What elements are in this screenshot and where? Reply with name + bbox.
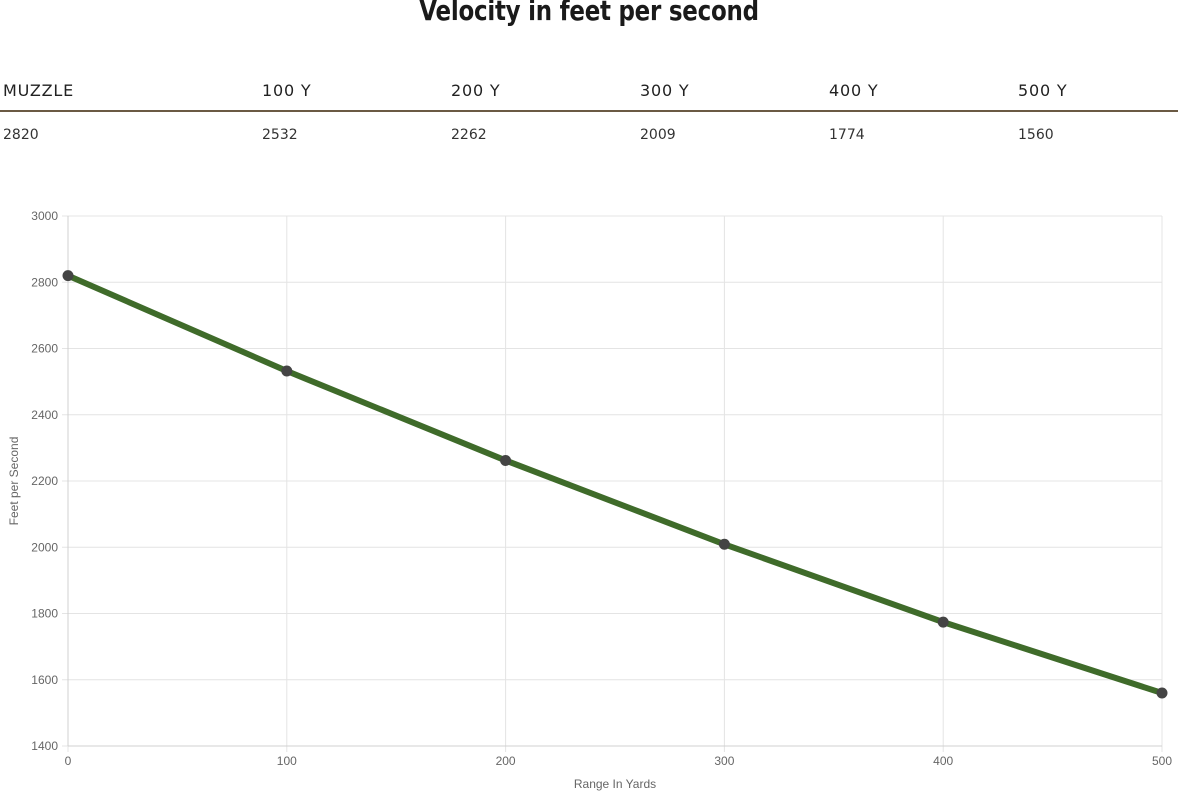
- table-cell: 2820: [3, 127, 39, 143]
- y-tick-label: 1800: [31, 607, 58, 621]
- y-tick-label: 2400: [31, 408, 58, 422]
- chart-series: [65, 272, 1165, 696]
- chart-axes: [67, 216, 1162, 747]
- y-tick-label: 2800: [31, 275, 58, 289]
- y-axis-title: Feet per Second: [7, 437, 21, 526]
- y-tick-label: 3000: [31, 209, 58, 223]
- table-row: 2820 2532 2262 2009 1774 1560: [0, 111, 1178, 153]
- table-header-cell: 100 Y: [259, 68, 448, 112]
- velocity-line-chart: 1400 1600 1800 2000 2200 2400 2600 2800 3000 0 100…: [7, 209, 1172, 791]
- data-point: [937, 616, 949, 628]
- table-cell: 2009: [640, 127, 676, 143]
- y-tick-label: 2600: [31, 342, 58, 356]
- table-header-cell: 500 Y: [1015, 68, 1178, 112]
- table-header-cell: MUZZLE: [0, 68, 259, 112]
- chart-grid: [62, 215, 1163, 752]
- table-cell: 2532: [262, 127, 298, 143]
- table-header-cell: 300 Y: [637, 68, 826, 112]
- y-tick-label: 2000: [31, 540, 58, 554]
- x-tick-label: 500: [1152, 754, 1172, 768]
- x-tick-label: 200: [496, 754, 516, 768]
- table-header-row: MUZZLE 100 Y 200 Y 300 Y 400 Y 500 Y: [0, 68, 1178, 112]
- series-line: [65, 272, 1165, 696]
- table-cell: 2262: [451, 127, 487, 143]
- data-point: [62, 270, 74, 282]
- y-tick-label: 2200: [31, 474, 58, 488]
- y-tick-label: 1600: [31, 673, 58, 687]
- x-tick-label: 300: [714, 754, 734, 768]
- data-point: [718, 538, 730, 550]
- table-header-cell: 200 Y: [448, 68, 637, 112]
- y-tick-label: 1400: [31, 739, 58, 753]
- table-cell: 1774: [829, 127, 865, 143]
- velocity-table: MUZZLE 100 Y 200 Y 300 Y 400 Y 500 Y 282…: [0, 68, 1178, 153]
- data-point: [281, 365, 293, 377]
- table-header-cell: 400 Y: [826, 68, 1015, 112]
- chart-ticks: 1400 1600 1800 2000 2200 2400 2600 2800 3000 0 100…: [31, 209, 1172, 768]
- x-tick-label: 100: [277, 754, 297, 768]
- chart-points: [62, 270, 1168, 699]
- x-tick-label: 400: [933, 754, 953, 768]
- x-tick-label: 0: [65, 754, 72, 768]
- data-point: [500, 454, 512, 466]
- table-cell: 1560: [1018, 127, 1054, 143]
- x-axis-title: Range In Yards: [574, 777, 656, 791]
- data-point: [1156, 687, 1168, 699]
- page-title: Velocity in feet per second: [419, 0, 759, 27]
